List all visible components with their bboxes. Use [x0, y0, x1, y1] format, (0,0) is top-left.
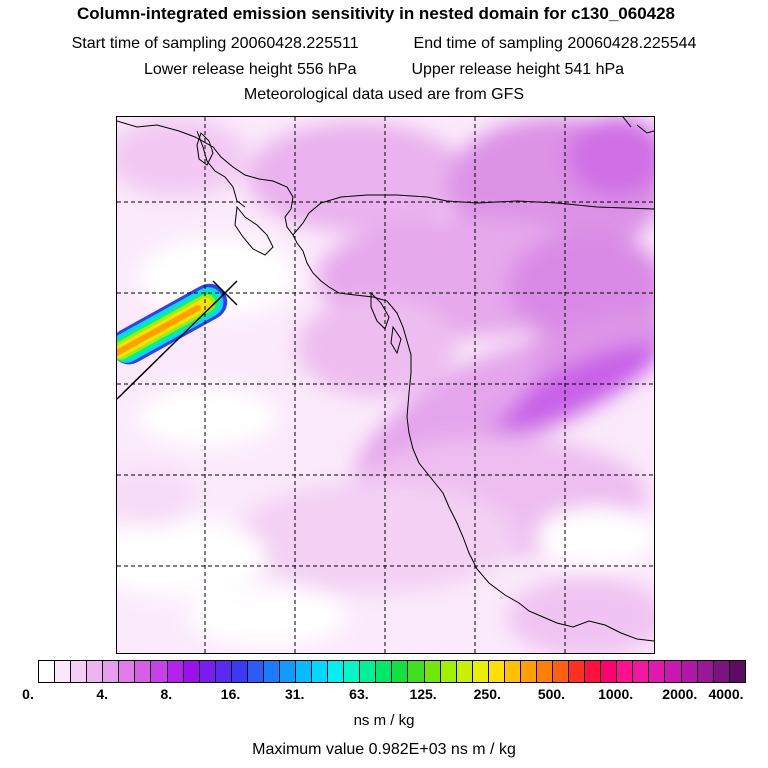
colorbar-segment: [279, 661, 296, 682]
max-value-label: Maximum value 0.982E+03 ns m / kg: [252, 741, 516, 758]
lat-lon-grid: [117, 117, 654, 653]
colorbar-segment: [71, 661, 88, 682]
colorbar-segment: [39, 661, 56, 682]
colorbar-segment: [553, 661, 570, 682]
colorbar-segment: [617, 661, 634, 682]
colorbar-segment: [729, 661, 745, 682]
colorbar-segment: [328, 661, 345, 682]
lower-label: Lower release height: [143, 61, 293, 78]
colorbar-segment: [183, 661, 200, 682]
colorbar-segment: [424, 661, 441, 682]
colorbar-segment: [263, 661, 280, 682]
met-data-note: Meteorological data used are from GFS: [243, 86, 525, 103]
sensitivity-field: [117, 117, 654, 653]
colorbar-tick-label: 1000.: [598, 686, 634, 702]
colorbar-segment: [697, 661, 714, 682]
colorbar-segment: [536, 661, 553, 682]
colorbar-segment: [199, 661, 216, 682]
colorbar-segment: [440, 661, 457, 682]
colorbar-tick-label: 125.: [409, 686, 437, 702]
colorbar-segment: [360, 661, 377, 682]
plume-band-core: [117, 305, 201, 357]
colorbar-tick-label: 2000.: [662, 686, 698, 702]
colorbar-segment: [135, 661, 152, 682]
colorbar-segment: [247, 661, 264, 682]
colorbar-segment: [585, 661, 602, 682]
colorbar-tick-label: 0.: [22, 686, 34, 702]
colorbar-tick-label: 500.: [537, 686, 566, 702]
colorbar-segment: [681, 661, 698, 682]
colorbar-segment: [408, 661, 425, 682]
colorbar-segment: [456, 661, 473, 682]
colorbar-tick-label: 4000.: [708, 686, 744, 702]
end-label: End time of sampling: [413, 35, 563, 52]
colorbar-segment: [376, 661, 393, 682]
colorbar-tick-label: 250.: [473, 686, 501, 702]
sampling-times: Start time of sampling 20060428.225511 E…: [0, 35, 768, 53]
upper-value: 541 hPa: [564, 61, 625, 78]
colorbar-segment: [601, 661, 618, 682]
colorbar-segment: [167, 661, 184, 682]
figure-title: Column-integrated emission sensitivity i…: [76, 4, 676, 23]
colorbar-unit: ns m / kg: [353, 712, 415, 729]
start-label: Start time of sampling: [71, 35, 227, 52]
colorbar-segment: [312, 661, 329, 682]
colorbar-segment: [665, 661, 682, 682]
map-canvas: [117, 117, 654, 653]
colorbar-segment: [488, 661, 505, 682]
colorbar-segment: [55, 661, 72, 682]
flight-track: [117, 292, 226, 400]
colorbar-segment: [119, 661, 136, 682]
colorbar-segment: [87, 661, 104, 682]
colorbar-segment: [103, 661, 120, 682]
colorbar-segment: [392, 661, 409, 682]
lower-value: 556 hPa: [296, 61, 357, 78]
start-value: 20060428.225511: [230, 35, 359, 52]
sensitivity-map: [116, 116, 655, 654]
colorbar-segment: [296, 661, 313, 682]
colorbar-segment: [633, 661, 650, 682]
end-value: 20060428.225544: [567, 35, 697, 52]
colorbar-tick-label: 63.: [349, 686, 369, 702]
colorbar-segment: [231, 661, 248, 682]
colorbar-segment: [472, 661, 489, 682]
colorbar-tick-label: 8.: [160, 686, 173, 702]
colorbar-tick-label: 31.: [284, 686, 305, 702]
colorbar-segment: [151, 661, 168, 682]
colorbar-tick-label: 16.: [220, 686, 241, 702]
colorbar-segment: [713, 661, 730, 682]
colorbar-segment: [649, 661, 666, 682]
coastline: [117, 117, 654, 642]
release-point-x-icon: [212, 280, 238, 306]
colorbar-tick-label: 4.: [96, 686, 109, 702]
colorbar-segment: [215, 661, 232, 682]
release-heights: Lower release height 556 hPa Upper relea…: [0, 61, 768, 79]
colorbar-segment: [520, 661, 537, 682]
colorbar-segment: [504, 661, 521, 682]
colorbar-segment: [569, 661, 586, 682]
colorbar-segment: [344, 661, 361, 682]
colorbar: [38, 660, 746, 683]
upper-label: Upper release height: [411, 61, 560, 78]
emission-plume: [117, 283, 228, 365]
